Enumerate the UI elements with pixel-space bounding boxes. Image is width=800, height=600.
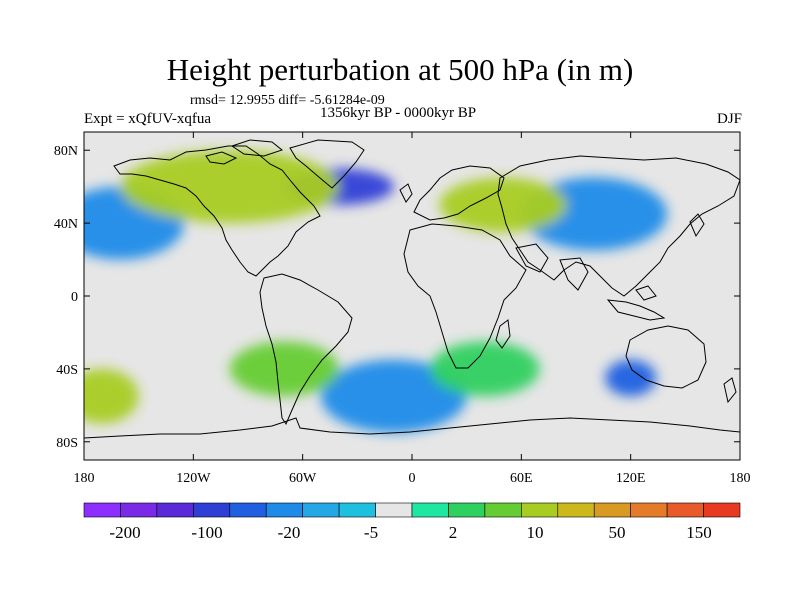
coast-uk xyxy=(399,183,413,203)
coast-antarctica xyxy=(84,417,740,439)
coast-greenland xyxy=(289,139,365,189)
colorbar-swatch xyxy=(630,502,668,518)
lon-tick-label: 180 xyxy=(730,471,751,486)
anomaly-blob-6 xyxy=(120,150,340,224)
colorbar-swatch xyxy=(265,502,303,518)
colorbar-swatch xyxy=(375,502,413,518)
anomaly-blob-5 xyxy=(430,341,540,397)
anomaly-blob-8 xyxy=(229,341,340,397)
lat-axis: 80N 40N 0 40S 80S xyxy=(54,144,740,451)
anomaly-blob-9 xyxy=(84,368,139,424)
colorbar-swatch xyxy=(484,502,522,518)
colorbar-swatch xyxy=(302,502,340,518)
coast-europe xyxy=(413,165,505,221)
colorbar-swatch xyxy=(120,502,158,518)
lat-tick-label: 80N xyxy=(54,144,78,159)
colorbar-label: -20 xyxy=(278,523,301,542)
coast-australia xyxy=(625,325,707,389)
colorbar-swatch xyxy=(666,502,704,518)
season-label: DJF xyxy=(716,111,742,127)
colorbar-swatch xyxy=(156,502,194,518)
coast-madagascar xyxy=(495,319,511,349)
stats-label: rmsd= 12.9955 diff= -5.61284e-09 xyxy=(190,93,385,108)
anomaly-field xyxy=(84,150,668,433)
lat-tick-label: 40N xyxy=(54,217,78,232)
coastlines xyxy=(84,139,740,439)
coast-indonesia xyxy=(606,285,666,321)
lon-tick-label: 0 xyxy=(409,471,416,486)
colorbar-label: -100 xyxy=(191,523,222,542)
colorbar-swatch xyxy=(229,502,267,518)
lon-tick-label: 60W xyxy=(289,471,317,486)
colorbar-label: -200 xyxy=(109,523,140,542)
anomaly-blob-0 xyxy=(605,359,657,397)
coast-new-zealand xyxy=(723,377,737,404)
coast-africa xyxy=(403,223,527,369)
lon-tick-label: 120W xyxy=(176,471,211,486)
lat-tick-label: 0 xyxy=(71,290,78,305)
coast-south-america xyxy=(259,273,353,426)
colorbar-label: 150 xyxy=(686,523,712,542)
coast-japan xyxy=(689,213,705,238)
colorbar-swatch xyxy=(593,502,631,518)
colorbar-swatch xyxy=(557,502,595,518)
colorbar-swatch xyxy=(703,502,741,518)
colorbar-label: -5 xyxy=(364,523,378,542)
colorbar-label: 10 xyxy=(527,523,544,542)
colorbar-swatch xyxy=(83,502,121,518)
lon-tick-label: 60E xyxy=(510,471,533,486)
colorbar-label: 50 xyxy=(609,523,626,542)
colorbar-swatch xyxy=(448,502,486,518)
anomaly-blob-4 xyxy=(320,359,467,433)
colorbar: -200 -100 -20 -5 2 10 50 150 xyxy=(83,502,741,542)
coast-arabia-india xyxy=(515,243,589,291)
map-panel xyxy=(83,131,741,461)
coast-asia xyxy=(497,155,740,297)
coast-arctic-islands xyxy=(205,139,284,165)
page-title: Height perturbation at 500 hPa (in m) xyxy=(166,52,634,87)
colorbar-swatch xyxy=(411,502,449,518)
coast-north-america xyxy=(113,145,321,277)
colorbar-swatch xyxy=(193,502,231,518)
lon-axis: 180 120W 60W 0 60E 120E 180 xyxy=(74,132,751,486)
lat-tick-label: 80S xyxy=(56,436,78,451)
colorbar-swatch xyxy=(338,502,376,518)
lon-tick-label: 120E xyxy=(616,471,646,486)
anomaly-blob-7 xyxy=(439,177,567,233)
lon-tick-label: 180 xyxy=(74,471,95,486)
period-label: 1356kyr BP - 0000kyr BP xyxy=(320,105,477,121)
lat-tick-label: 40S xyxy=(56,363,78,378)
experiment-label: Expt = xQfUV-xqfua xyxy=(84,111,212,127)
colorbar-swatch xyxy=(521,502,559,518)
colorbar-label: 2 xyxy=(449,523,458,542)
